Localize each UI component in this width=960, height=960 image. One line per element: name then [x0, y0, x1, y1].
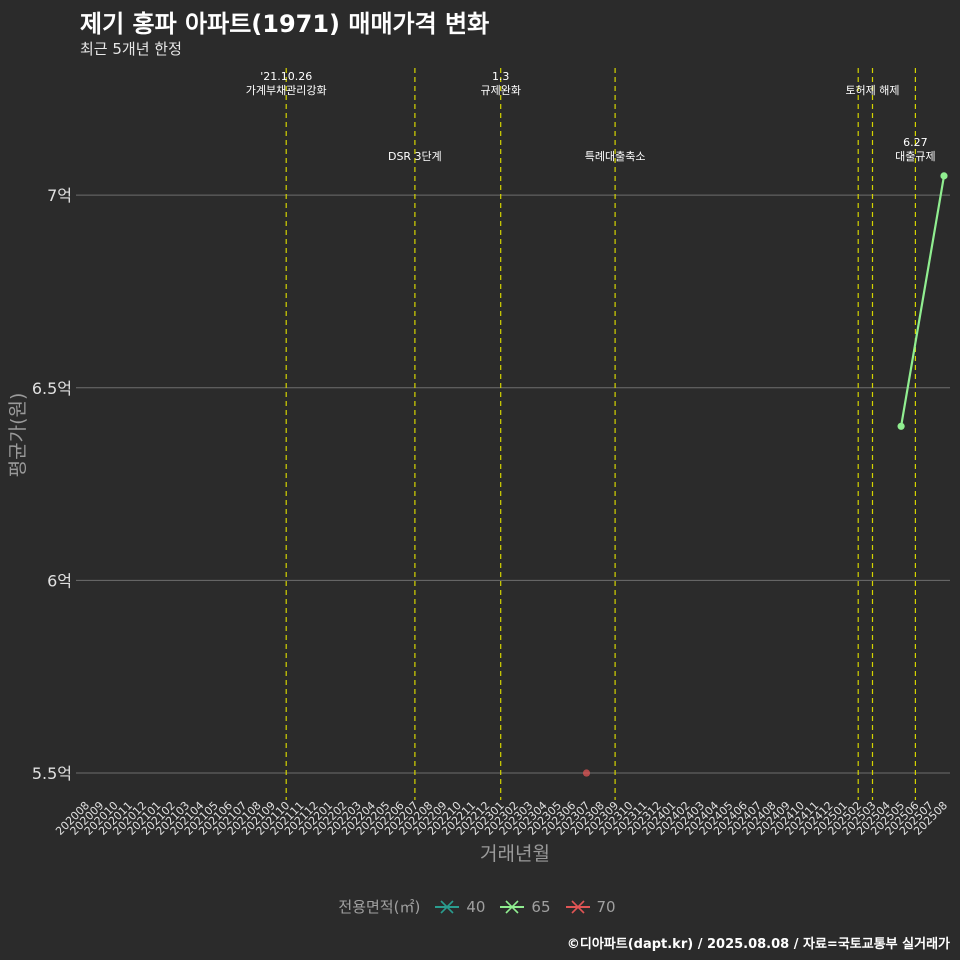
event-label: '21.10.26 — [260, 70, 312, 83]
event-label: 대출규제 — [895, 150, 935, 163]
legend: 전용면적(㎡) 40 65 70 — [0, 896, 960, 917]
event-label: 특례대출축소 — [585, 150, 646, 163]
series-line-65 — [900, 175, 946, 427]
legend-key-icon — [565, 899, 590, 914]
event-label: 가계부채관리강화 — [246, 84, 327, 97]
data-point-65 — [897, 422, 905, 430]
legend-title: 전용면적(㎡) — [338, 898, 421, 916]
chart-title: 제기 홍파 아파트(1971) 매매가격 변화 — [80, 10, 490, 38]
legend-label: 40 — [466, 897, 486, 916]
legend-item-65[interactable]: 65 — [499, 897, 551, 916]
legend-key-icon — [435, 899, 460, 914]
y-axis-title: 평균가(원) — [7, 393, 29, 478]
event-label: 토허제 해제 — [845, 83, 899, 97]
y-tick-label: 6억 — [47, 571, 72, 590]
data-point-70 — [582, 769, 591, 777]
x-axis-title: 거래년월 — [480, 843, 550, 865]
data-point-65 — [940, 172, 948, 180]
y-tick-label: 7억 — [47, 186, 72, 205]
y-tick-label: 5.5억 — [32, 764, 72, 783]
legend-item-70[interactable]: 70 — [565, 898, 616, 916]
event-label: 규제완화 — [480, 84, 520, 97]
event-label: 6.27 — [903, 136, 928, 149]
source-caption: ©디아파트(dapt.kr) / 2025.08.08 / 자료=국토교통부 실… — [566, 937, 950, 952]
legend-key-icon — [500, 899, 525, 914]
chart-subtitle: 최근 5개년 한정 — [80, 40, 182, 58]
event-label: 1.3 — [492, 70, 510, 83]
legend-label: 70 — [596, 897, 616, 916]
data-series — [582, 172, 948, 777]
grid-lines — [76, 194, 950, 774]
legend-label: 65 — [531, 897, 551, 916]
event-label: DSR 3단계 — [388, 150, 442, 163]
legend-item-40[interactable]: 40 — [434, 898, 485, 916]
y-tick-label: 6.5억 — [32, 379, 72, 398]
x-axis: 2020082020092020102020112020122021012021… — [53, 799, 950, 838]
y-axis: 5.5억 6억 6.5억 7억 — [32, 186, 72, 783]
